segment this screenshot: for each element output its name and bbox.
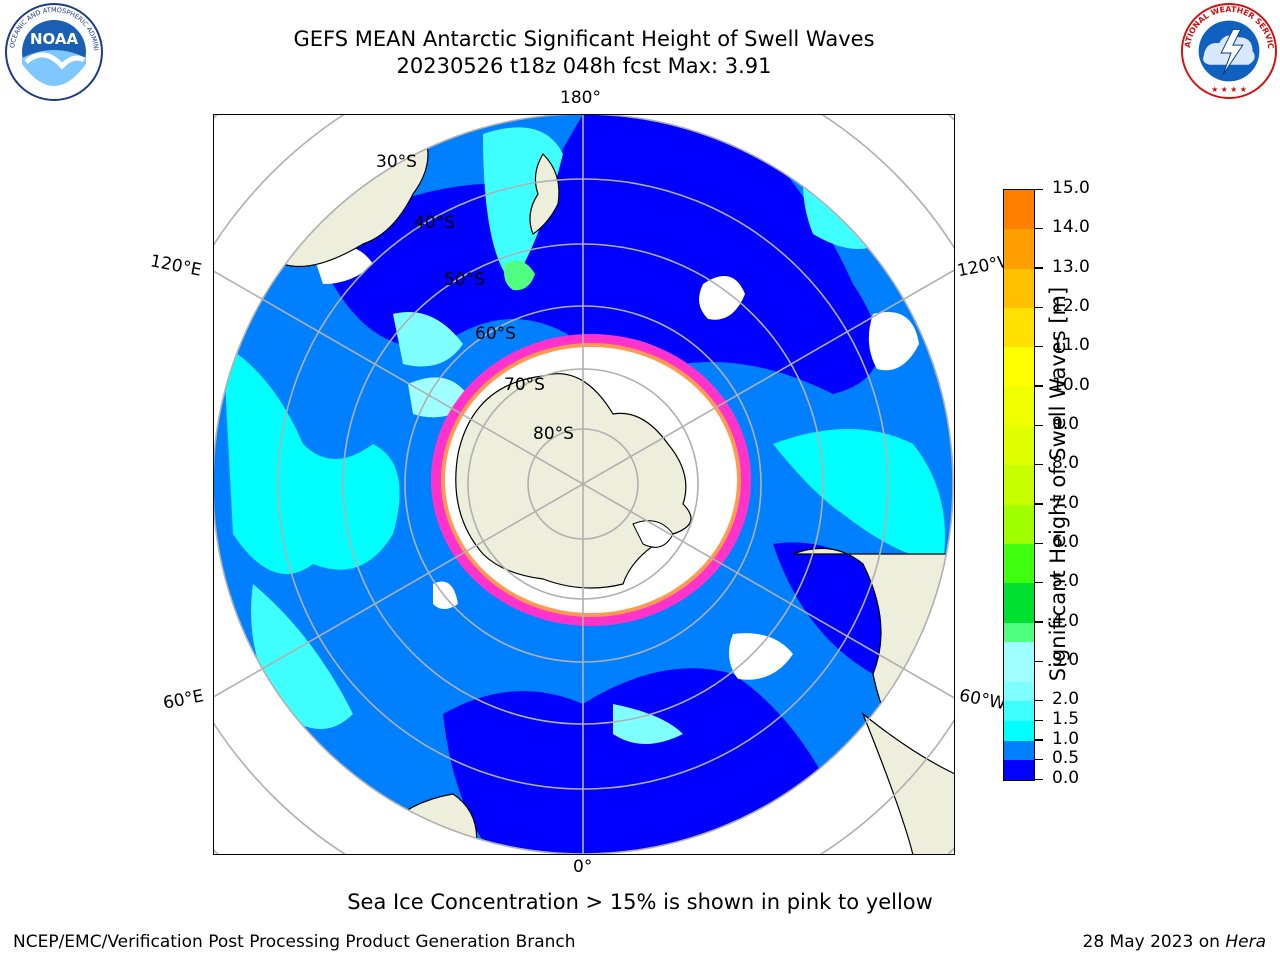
- chart-subtitle: 20230526 t18z 048h fcst Max: 3.91: [396, 54, 772, 78]
- colorbar-segment: [1004, 583, 1034, 603]
- colorbar-tick: [1035, 306, 1043, 308]
- colorbar-tick-label: 0.5: [1052, 748, 1080, 769]
- colorbar-segment: [1004, 681, 1034, 702]
- colorbar-segment: [1004, 327, 1034, 348]
- colorbar-tick-label: 11.0: [1052, 335, 1090, 356]
- sea-ice-footnote: Sea Ice Concentration > 15% is shown in …: [347, 890, 933, 914]
- colorbar-tick: [1035, 778, 1043, 780]
- colorbar-tick-label: 3.0: [1052, 650, 1080, 670]
- colorbar-tick: [1035, 503, 1043, 505]
- colorbar-segment: [1004, 406, 1034, 426]
- colorbar-tick-label: 15.0: [1052, 178, 1090, 198]
- colorbar-tick: [1035, 621, 1043, 623]
- host-name: Hera: [1225, 932, 1266, 952]
- polar-stereographic-map: [213, 114, 955, 855]
- colorbar: [1003, 189, 1035, 781]
- colorbar-tick: [1035, 739, 1043, 741]
- lon-label-60w: 60°W: [957, 685, 1008, 715]
- colorbar-segment: [1004, 229, 1034, 249]
- colorbar-segment: [1004, 209, 1034, 230]
- colorbar-tick: [1035, 188, 1043, 190]
- colorbar-segment: [1004, 248, 1034, 269]
- colorbar-tick-label: 1.5: [1052, 709, 1080, 729]
- lat-label-70s: 70°S: [504, 375, 545, 395]
- colorbar-segment: [1004, 720, 1034, 741]
- colorbar-segment: [1004, 602, 1034, 623]
- colorbar-tick: [1035, 542, 1043, 544]
- colorbar-tick: [1035, 345, 1043, 348]
- colorbar-tick-label: 8.0: [1052, 453, 1080, 474]
- colorbar-segment: [1004, 347, 1034, 367]
- chart-title: GEFS MEAN Antarctic Significant Height o…: [293, 27, 875, 51]
- colorbar-segment: [1004, 504, 1034, 525]
- colorbar-segment: [1004, 425, 1034, 446]
- colorbar-segment: [1004, 622, 1034, 643]
- colorbar-segment: [1004, 445, 1034, 466]
- colorbar-tick: [1035, 699, 1043, 702]
- colorbar-tick: [1035, 385, 1043, 387]
- date-text: 28 May 2023 on: [1082, 932, 1226, 952]
- colorbar-tick-label: 4.0: [1052, 610, 1080, 631]
- svg-text:★ ★ ★ ★: ★ ★ ★ ★: [1211, 85, 1247, 94]
- colorbar-tick-label: 14.0: [1052, 217, 1090, 238]
- colorbar-tick-label: 7.0: [1052, 492, 1080, 513]
- colorbar-segment: [1004, 268, 1034, 289]
- noaa-logo-icon: NOAA NATIONAL OCEANIC AND ATMOSPHERIC AD…: [4, 2, 103, 101]
- colorbar-tick-label: 12.0: [1052, 296, 1090, 316]
- noaa-logo-text: NOAA: [30, 30, 79, 48]
- colorbar-segment: [1004, 484, 1034, 505]
- colorbar-tick: [1035, 758, 1043, 761]
- colorbar-tick: [1035, 463, 1043, 466]
- colorbar-tick: [1035, 267, 1043, 269]
- lon-label-0: 0°: [573, 857, 593, 877]
- colorbar-segment: [1004, 760, 1034, 780]
- lon-label-180: 180°: [560, 88, 601, 108]
- lon-label-60e: 60°E: [161, 686, 206, 714]
- colorbar-segment: [1004, 465, 1034, 485]
- colorbar-tick-label: 13.0: [1052, 256, 1090, 277]
- colorbar-segment: [1004, 288, 1034, 308]
- nws-logo-icon: NATIONAL WEATHER SERVICE ★ ★ ★ ★: [1180, 2, 1278, 100]
- colorbar-segment: [1004, 189, 1034, 210]
- colorbar-segment: [1004, 366, 1034, 387]
- colorbar-segment: [1004, 642, 1034, 662]
- colorbar-tick: [1035, 719, 1043, 721]
- colorbar-title: Significant Height of Swell Waves [m]: [1046, 286, 1070, 682]
- lat-label-40s: 40°S: [414, 213, 455, 233]
- colorbar-segment: [1004, 386, 1034, 407]
- colorbar-tick: [1035, 660, 1043, 662]
- colorbar-tick-label: 2.0: [1052, 689, 1080, 710]
- lon-label-120e: 120°E: [148, 251, 204, 281]
- colorbar-segment: [1004, 661, 1034, 682]
- credit-line: NCEP/EMC/Verification Post Processing Pr…: [13, 932, 576, 952]
- colorbar-tick: [1035, 424, 1043, 426]
- colorbar-segment: [1004, 701, 1034, 721]
- colorbar-tick-label: 0.0: [1052, 768, 1080, 788]
- colorbar-segment: [1004, 543, 1034, 564]
- date-stamp: 28 May 2023 on Hera: [1083, 932, 1267, 952]
- lat-label-50s: 50°S: [444, 270, 485, 290]
- lat-label-60s: 60°S: [475, 324, 516, 344]
- colorbar-segment: [1004, 740, 1034, 761]
- colorbar-tick: [1035, 581, 1043, 584]
- lat-label-80s: 80°S: [533, 424, 574, 444]
- colorbar-tick: [1035, 227, 1043, 230]
- lat-label-30s: 30°S: [376, 152, 417, 172]
- colorbar-tick-label: 5.0: [1052, 571, 1080, 592]
- colorbar-tick-label: 1.0: [1052, 728, 1080, 749]
- colorbar-tick-label: 10.0: [1052, 374, 1090, 395]
- colorbar-segment: [1004, 563, 1034, 584]
- colorbar-segment: [1004, 307, 1034, 328]
- colorbar-tick-label: 6.0: [1052, 532, 1080, 552]
- colorbar-tick-label: 9.0: [1052, 414, 1080, 434]
- colorbar-segment: [1004, 524, 1034, 544]
